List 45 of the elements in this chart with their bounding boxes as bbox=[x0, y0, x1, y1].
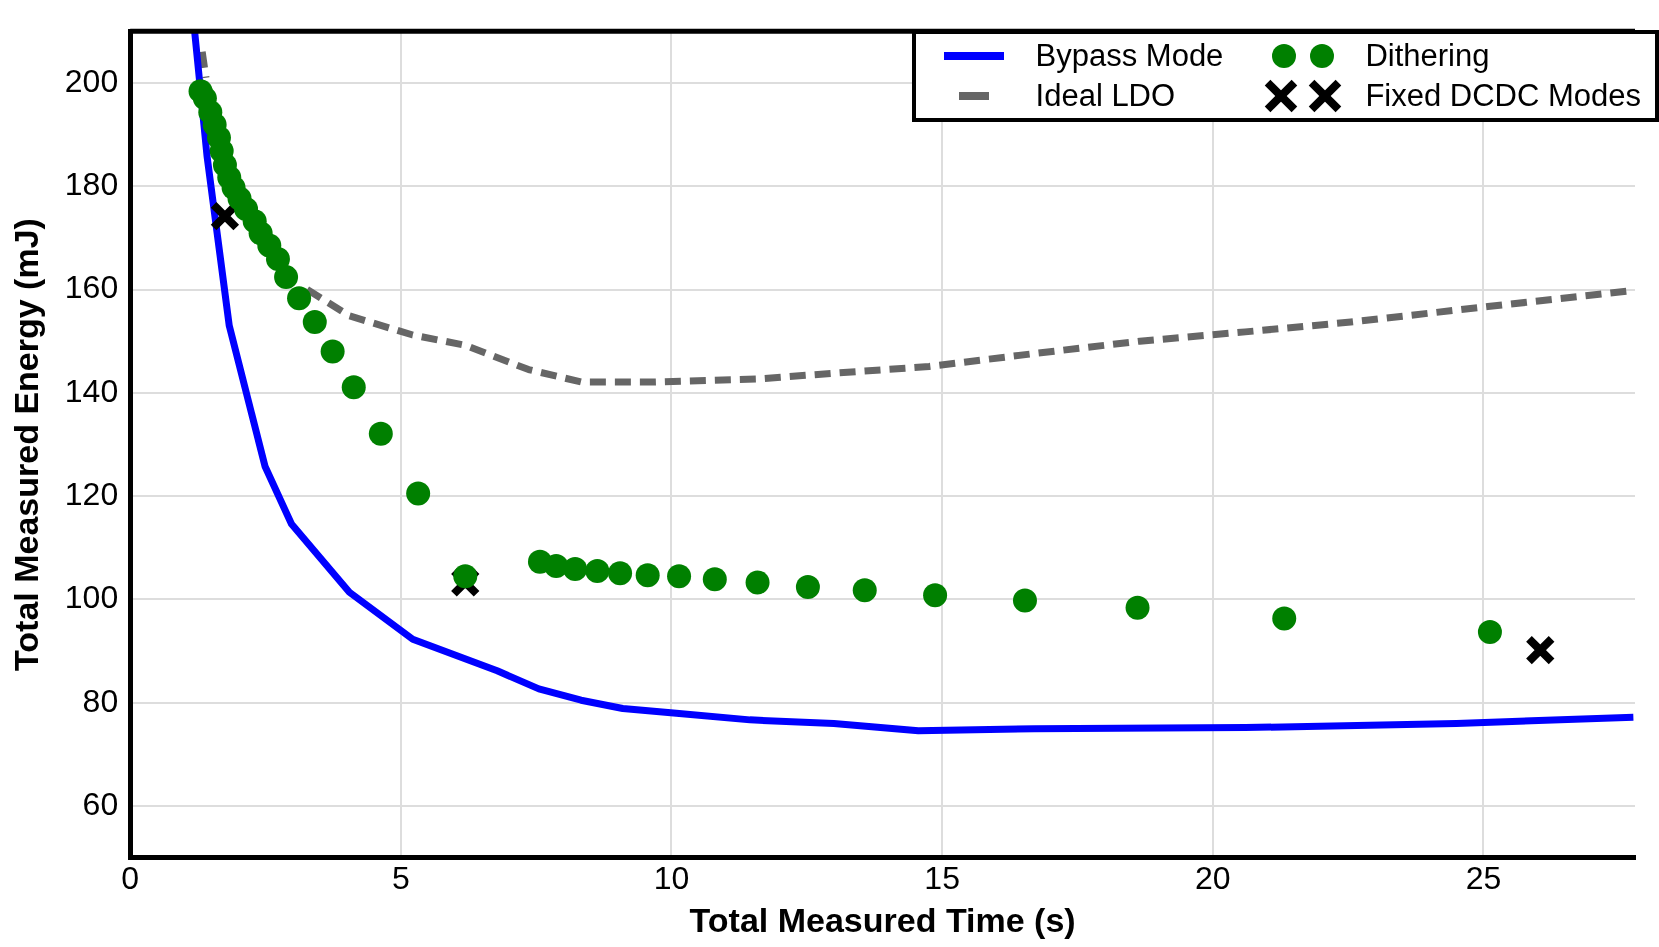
x-tick-label: 20 bbox=[1194, 859, 1231, 896]
y-tick-label: 160 bbox=[64, 269, 119, 306]
x-tick-label: 25 bbox=[1465, 859, 1502, 896]
point bbox=[406, 481, 431, 506]
point bbox=[320, 339, 345, 364]
point bbox=[287, 286, 312, 311]
y-tick-label: 120 bbox=[64, 475, 119, 512]
point bbox=[1477, 620, 1502, 645]
y-tick-label: 140 bbox=[64, 372, 119, 409]
point bbox=[265, 247, 290, 272]
y-tick-label: 80 bbox=[82, 682, 119, 719]
point bbox=[302, 310, 327, 335]
y-tick-label: 180 bbox=[64, 166, 119, 203]
x-tick-label: 10 bbox=[653, 859, 690, 896]
point bbox=[635, 563, 660, 588]
y-tick-label: 100 bbox=[64, 579, 119, 616]
x-tick-label: 0 bbox=[121, 859, 140, 896]
x-tick-label: 15 bbox=[924, 859, 960, 896]
y-tick-label: 200 bbox=[64, 62, 119, 99]
x-tick-label: 5 bbox=[391, 859, 410, 896]
point bbox=[702, 567, 727, 592]
point bbox=[341, 375, 366, 400]
point bbox=[608, 561, 633, 586]
point bbox=[368, 421, 393, 446]
point bbox=[1125, 595, 1150, 620]
point bbox=[667, 564, 692, 589]
point bbox=[923, 583, 948, 608]
point bbox=[1012, 588, 1037, 613]
y-tick-label: 60 bbox=[82, 785, 119, 822]
point bbox=[795, 575, 820, 600]
point bbox=[209, 200, 241, 232]
point bbox=[274, 265, 299, 290]
legend-label: Bypass Mode bbox=[1035, 38, 1224, 74]
point bbox=[852, 578, 877, 603]
legend-label: Fixed DCDC Modes bbox=[1365, 78, 1641, 114]
point bbox=[563, 557, 588, 582]
point bbox=[1524, 634, 1556, 666]
y-axis-title: Total Measured Energy (mJ) bbox=[6, 218, 45, 671]
point bbox=[453, 564, 478, 589]
legend-label: Ideal LDO bbox=[1035, 78, 1176, 114]
x-axis-title: Total Measured Time (s) bbox=[689, 900, 1076, 939]
legend-label: Dithering bbox=[1365, 38, 1490, 74]
point bbox=[1272, 606, 1297, 631]
point bbox=[745, 570, 770, 595]
point bbox=[585, 559, 610, 584]
